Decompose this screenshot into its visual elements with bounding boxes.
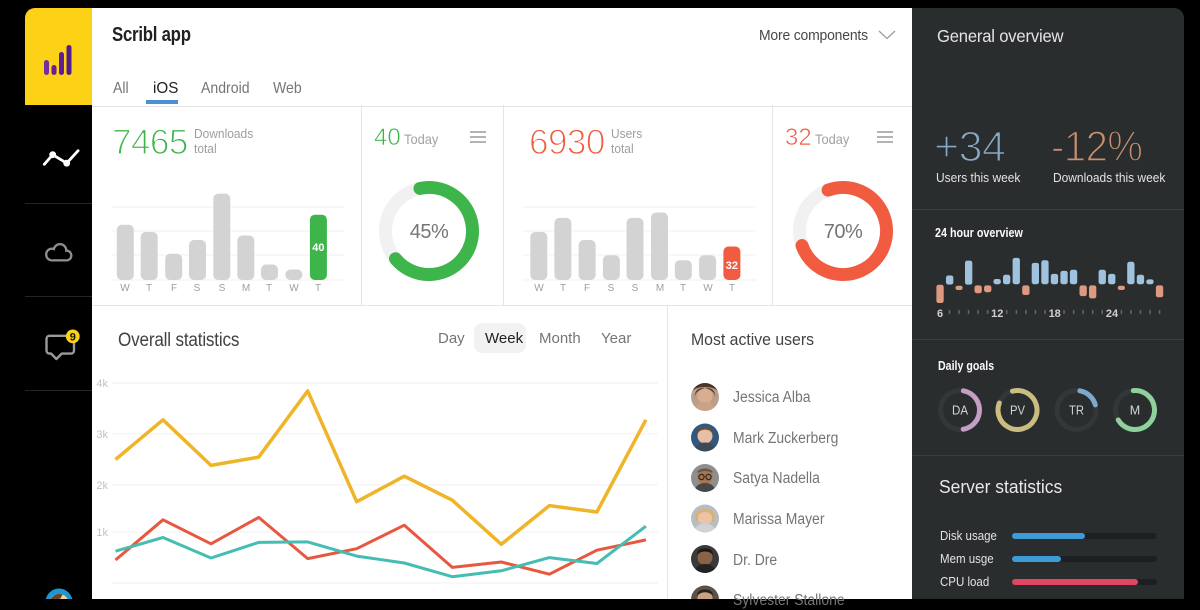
svg-text:6: 6: [937, 308, 943, 320]
svg-text:24: 24: [1106, 308, 1119, 320]
svg-text:32: 32: [726, 260, 738, 272]
svg-text:18: 18: [1049, 308, 1061, 320]
svg-text:TR: TR: [1069, 404, 1084, 418]
svg-text:PV: PV: [1010, 404, 1026, 418]
svg-text:4k: 4k: [96, 378, 108, 390]
svg-text:M: M: [1130, 404, 1140, 418]
svg-text:1k: 1k: [96, 527, 108, 539]
svg-text:3k: 3k: [96, 429, 108, 441]
svg-text:2k: 2k: [96, 480, 108, 492]
svg-text:40: 40: [312, 242, 324, 254]
svg-text:DA: DA: [952, 404, 969, 418]
svg-text:12: 12: [991, 308, 1003, 320]
svg-text:9: 9: [70, 332, 76, 344]
